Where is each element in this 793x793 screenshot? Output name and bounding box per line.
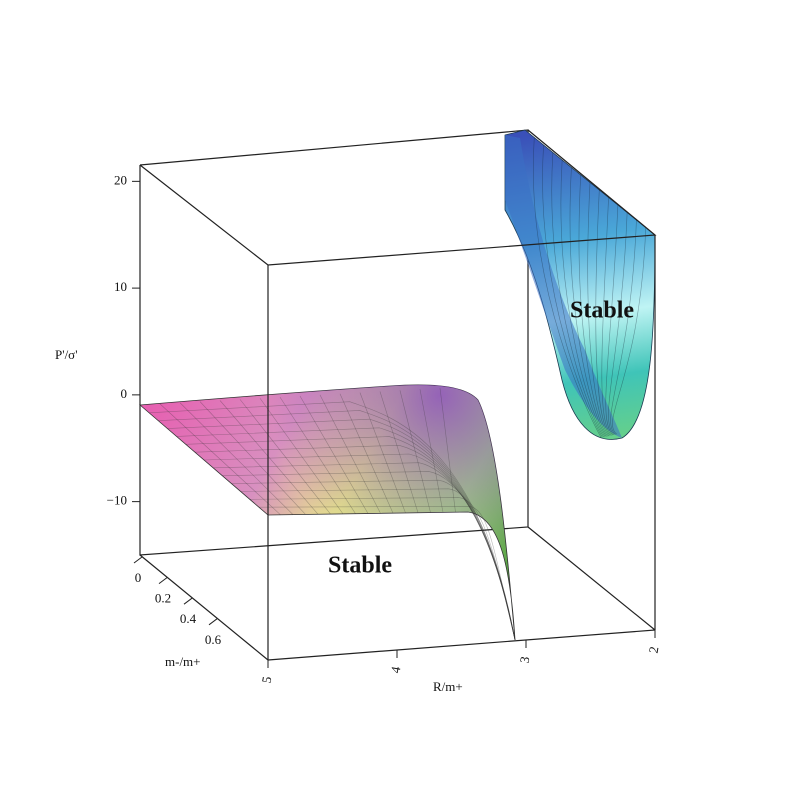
mesh-line [578, 174, 608, 437]
mesh-line [213, 462, 516, 641]
mesh-line [299, 395, 369, 514]
z-tick-label: 0 [121, 386, 128, 401]
x-tick-label: 3 [517, 655, 533, 664]
y-tick [208, 618, 218, 626]
mesh-line [542, 144, 603, 438]
mesh-line [219, 400, 319, 515]
mesh-line [258, 505, 516, 641]
z-tick-label: 20 [114, 172, 127, 187]
mesh-line [595, 189, 611, 436]
mesh-line [319, 394, 381, 514]
mesh-line [179, 402, 294, 515]
box-edge [139, 129, 657, 266]
mesh-line [158, 410, 516, 641]
mesh-line [359, 392, 406, 514]
mesh-line [239, 399, 331, 515]
annotation: Stable [570, 298, 634, 324]
y-tick [158, 577, 168, 584]
y-tick-label: 0 [135, 570, 142, 585]
box-edge [527, 526, 656, 631]
surface-fold [505, 135, 622, 438]
x-tick-label: 4 [388, 665, 404, 674]
mesh-line [339, 393, 394, 514]
mesh-line [569, 167, 607, 437]
y-tick [183, 597, 193, 605]
box-edge [139, 554, 269, 661]
mesh-line [159, 403, 281, 516]
y-tick [133, 556, 143, 564]
surface-shade [140, 384, 515, 640]
x-tick-label: 2 [646, 645, 662, 654]
mesh-line [222, 471, 516, 641]
mesh-line [176, 427, 516, 641]
mesh-line [551, 152, 605, 438]
mesh-line [149, 401, 516, 641]
y-axis-label: m-/m+ [165, 654, 201, 669]
mesh-line [167, 418, 516, 641]
mesh-line [379, 391, 419, 513]
mesh-line [608, 212, 628, 436]
box-back [139, 129, 656, 661]
box-front [139, 129, 657, 661]
mesh-line [439, 388, 456, 513]
mesh-line [203, 453, 516, 641]
mesh-line [587, 182, 610, 437]
mesh-line [533, 137, 602, 438]
x-tick-label: 5 [259, 675, 275, 684]
z-axis-label: P'/σ' [55, 347, 78, 362]
mesh-line [612, 227, 647, 435]
x-axis-label: R/m+ [433, 679, 463, 694]
z-tick-label: 10 [114, 279, 127, 294]
mesh-line [560, 159, 606, 438]
y-tick-label: 0.2 [155, 591, 171, 606]
mesh-line [399, 390, 431, 513]
mesh-line [259, 398, 344, 515]
mesh-line [601, 197, 612, 436]
y-tick-label: 0.4 [180, 611, 197, 626]
mesh-line [199, 401, 306, 515]
y-tick-label: 0.6 [205, 632, 222, 647]
box-edge [267, 629, 656, 661]
mesh-line [185, 436, 516, 641]
mesh [149, 137, 647, 641]
mesh-line [194, 444, 516, 641]
mesh-line [249, 497, 516, 641]
mesh-line [610, 219, 637, 435]
mesh-line [605, 204, 619, 436]
mesh-line [240, 488, 516, 641]
annotation: Stable [328, 553, 392, 579]
z-tick-label: −10 [107, 493, 127, 508]
mesh-line [279, 396, 356, 514]
mesh-line [419, 389, 444, 513]
